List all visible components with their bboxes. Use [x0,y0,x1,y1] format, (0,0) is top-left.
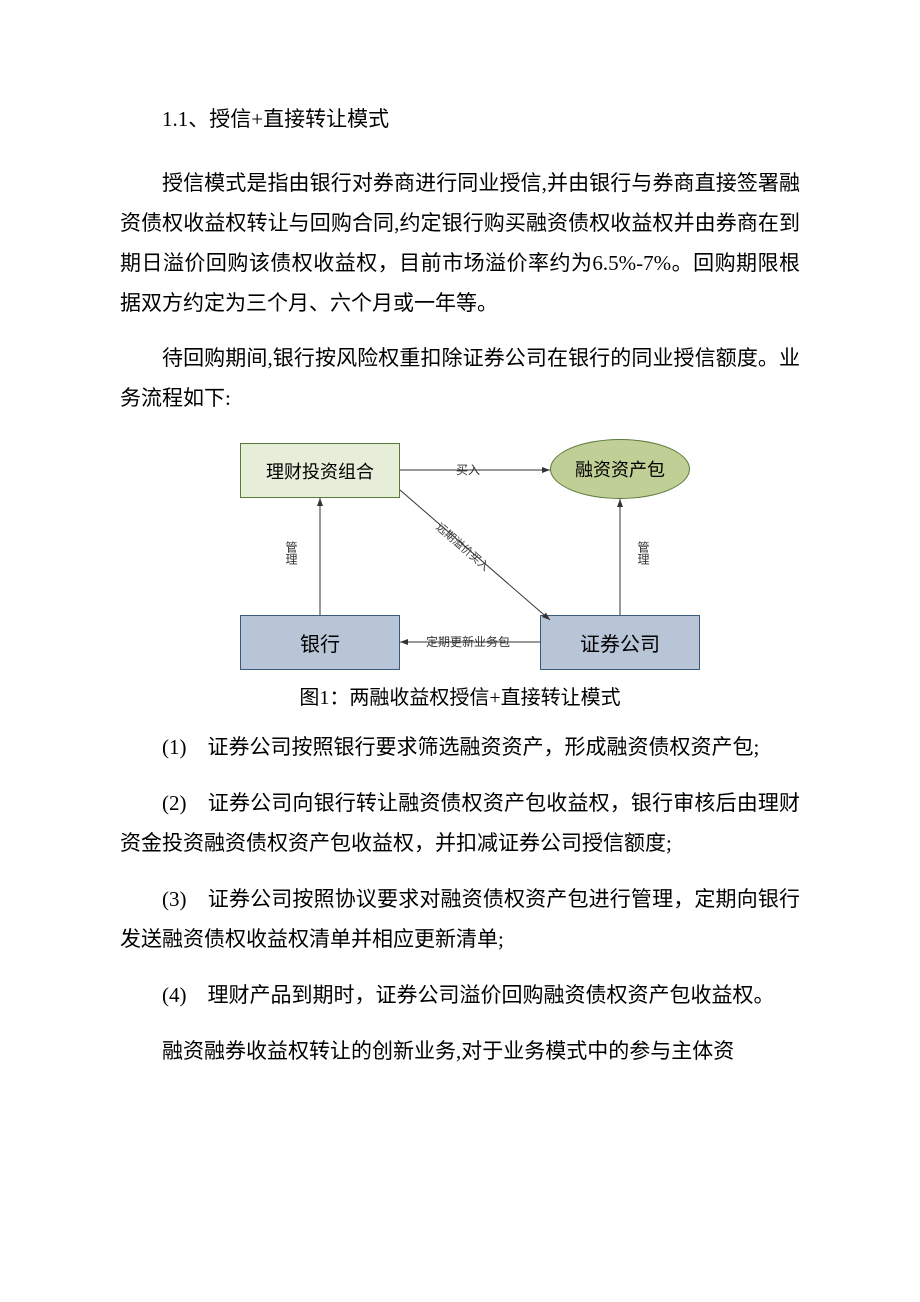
edge-label-update: 定期更新业务包 [426,633,510,650]
paragraph-3: 融资融券收益权转让的创新业务,对于业务模式中的参与主体资 [120,1032,800,1072]
list-item-1: (1) 证券公司按照银行要求筛选融资资产，形成融资债权资产包; [120,728,800,768]
node-bank-label: 银行 [300,628,340,657]
node-securities-company-label: 证券公司 [580,628,660,657]
edge-label-manage-right: 管理 [635,541,652,565]
list-item-4: (4) 理财产品到期时，证券公司溢价回购融资债权资产包收益权。 [120,976,800,1016]
node-portfolio: 理财投资组合 [240,443,400,498]
node-portfolio-label: 理财投资组合 [266,458,374,484]
list-item-3: (3) 证券公司按照协议要求对融资债权资产包进行管理，定期向银行发送融资债权收益… [120,880,800,960]
paragraph-1: 授信模式是指由银行对券商进行同业授信,并由银行与券商直接签署融资债权收益权转让与… [120,164,800,324]
paragraph-2: 待回购期间,银行按风险权重扣除证券公司在银行的同业授信额度。业务流程如下: [120,339,800,419]
edge-label-manage-left: 管理 [283,541,300,565]
edge-label-buy: 买入 [456,461,480,478]
section-title: 1.1、授信+直接转让模式 [120,100,800,140]
node-asset-package-label: 融资资产包 [575,456,665,482]
flowchart-diagram: 理财投资组合 融资资产包 银行 证券公司 买入 管理 管理 定期更新业务包 远期… [210,435,710,675]
node-bank: 银行 [240,615,400,670]
node-asset-package: 融资资产包 [550,439,690,499]
list-item-2: (2) 证券公司向银行转让融资债权资产包收益权，银行审核后由理财资金投资融资债权… [120,784,800,864]
diagram-container: 理财投资组合 融资资产包 银行 证券公司 买入 管理 管理 定期更新业务包 远期… [210,435,710,710]
figure-caption: 图1：两融收益权授信+直接转让模式 [210,681,710,710]
node-securities-company: 证券公司 [540,615,700,670]
edge-label-forward: 远期溢价买入 [433,519,493,574]
